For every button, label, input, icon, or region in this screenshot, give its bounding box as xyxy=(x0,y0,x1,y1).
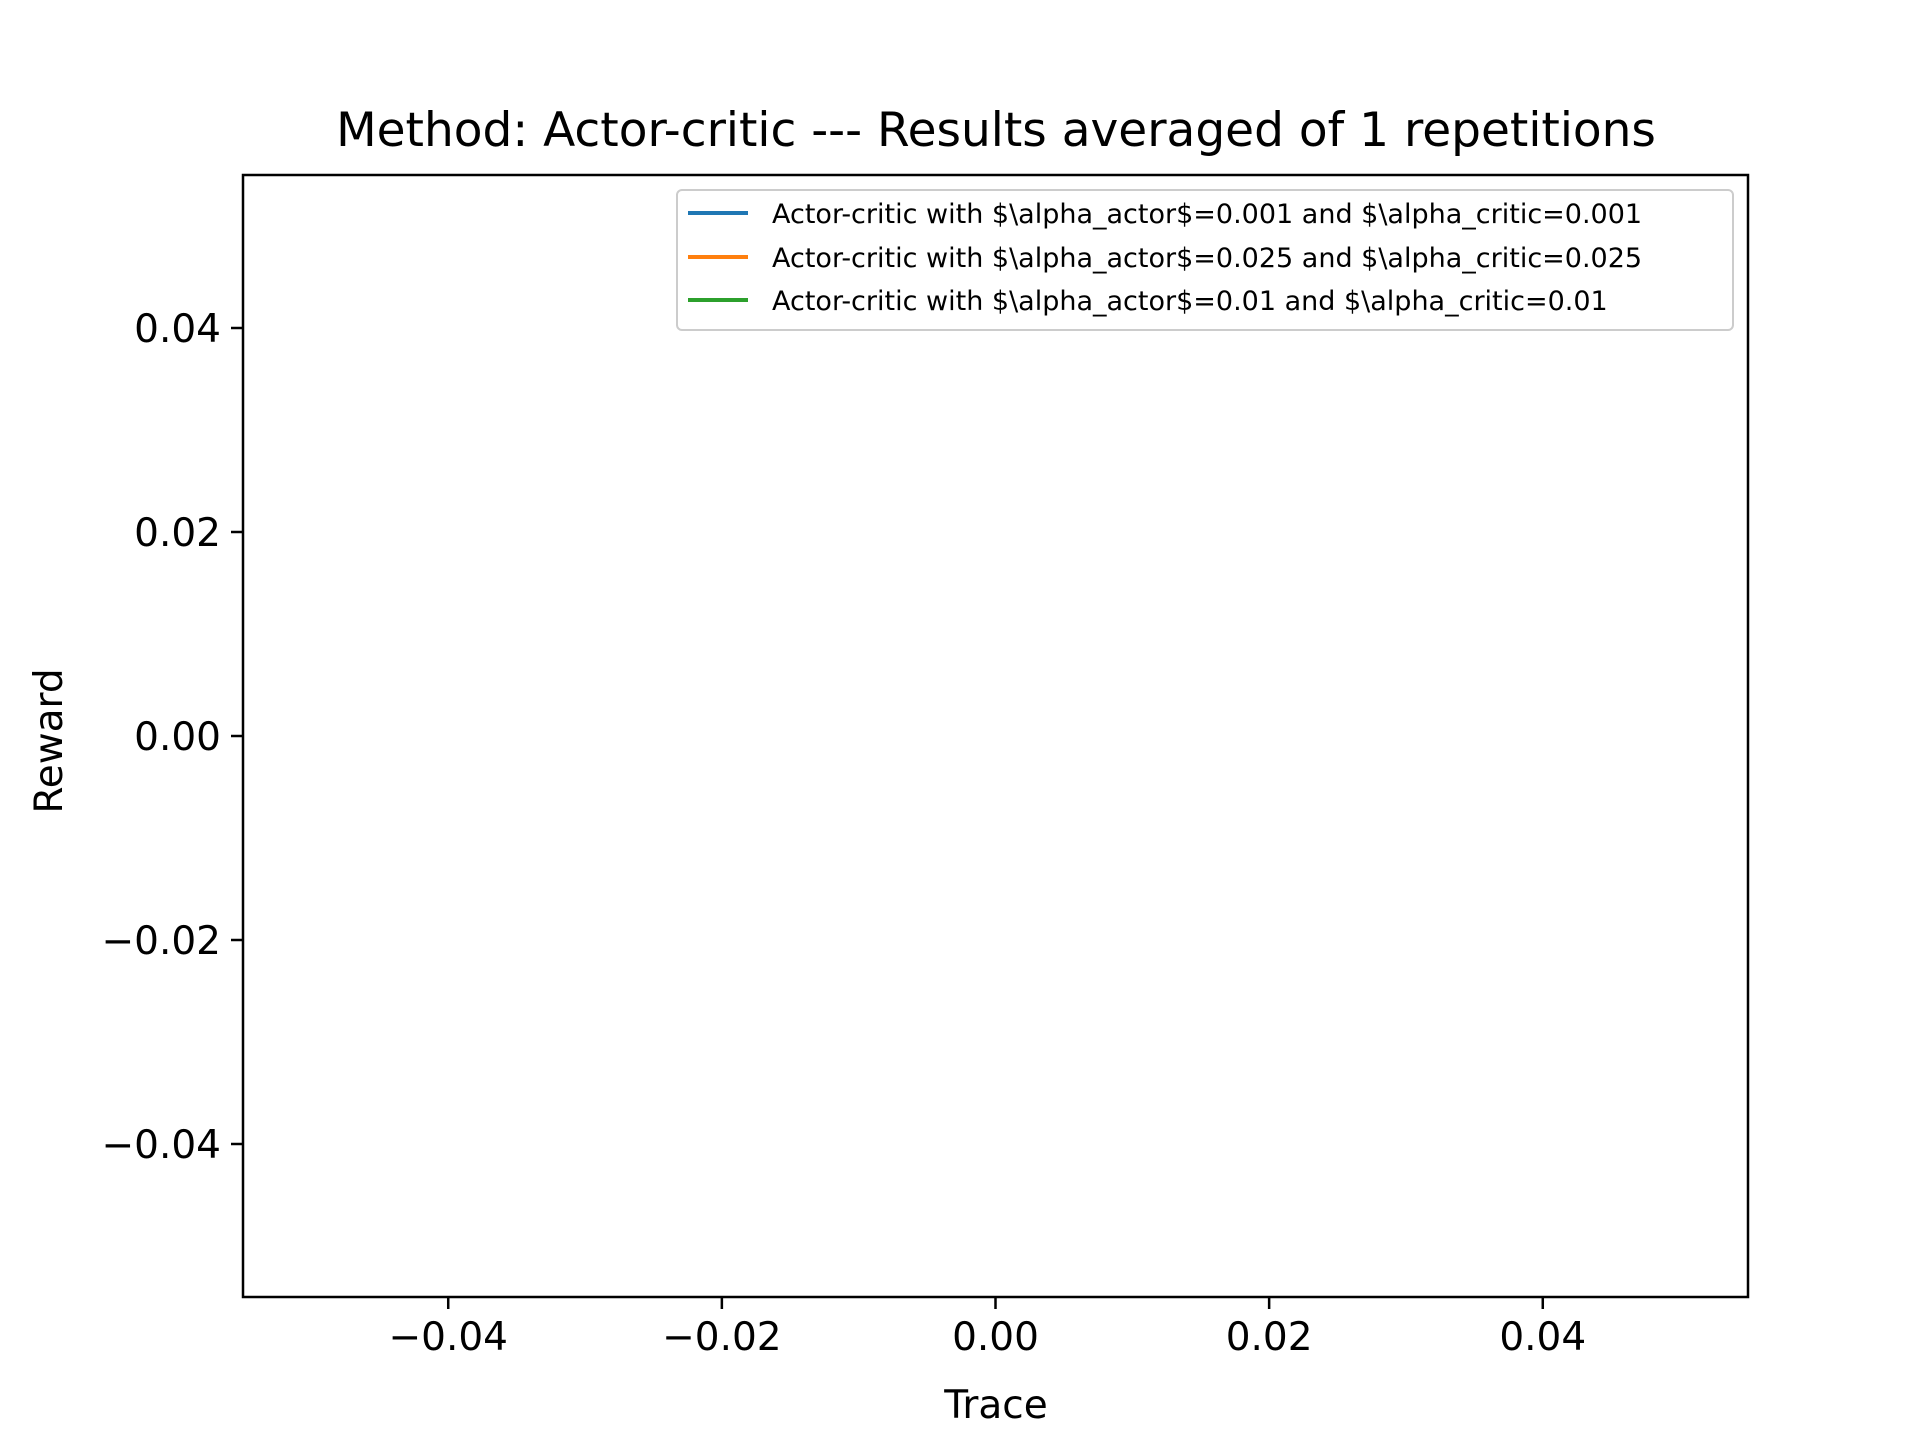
x-tick-label: 0.02 xyxy=(1226,1315,1313,1360)
chart-title: Method: Actor-critic --- Results average… xyxy=(336,103,1656,158)
x-tick-label: 0.00 xyxy=(952,1315,1039,1360)
y-axis: −0.04 −0.02 0.00 0.02 0.04 xyxy=(101,307,243,1168)
y-tick-label: −0.04 xyxy=(101,1123,221,1168)
y-axis-label: Reward xyxy=(27,668,72,813)
x-tick-label: −0.04 xyxy=(388,1315,508,1360)
y-tick-label: −0.02 xyxy=(101,919,221,964)
y-tick-label: 0.02 xyxy=(134,511,221,556)
x-tick-label: −0.02 xyxy=(662,1315,782,1360)
plot-area xyxy=(241,173,1750,1299)
y-tick-label: 0.04 xyxy=(134,307,221,352)
legend-box xyxy=(676,189,1734,331)
x-axis: −0.04 −0.02 0.00 0.02 0.04 xyxy=(388,1297,1586,1360)
x-axis-label: Trace xyxy=(943,1383,1047,1428)
legend-label: Actor-critic with $\alpha_actor$=0.01 an… xyxy=(772,286,1608,317)
legend-label: Actor-critic with $\alpha_actor$=0.001 a… xyxy=(772,199,1642,230)
x-tick-label: 0.04 xyxy=(1499,1315,1586,1360)
legend-label: Actor-critic with $\alpha_actor$=0.025 a… xyxy=(772,243,1642,274)
legend-entries: Actor-critic with $\alpha_actor$=0.001 a… xyxy=(688,199,1642,317)
y-tick-label: 0.00 xyxy=(134,715,221,760)
legend: Actor-critic with $\alpha_actor$=0.001 a… xyxy=(676,189,1734,331)
axes-frame xyxy=(241,173,1750,1299)
